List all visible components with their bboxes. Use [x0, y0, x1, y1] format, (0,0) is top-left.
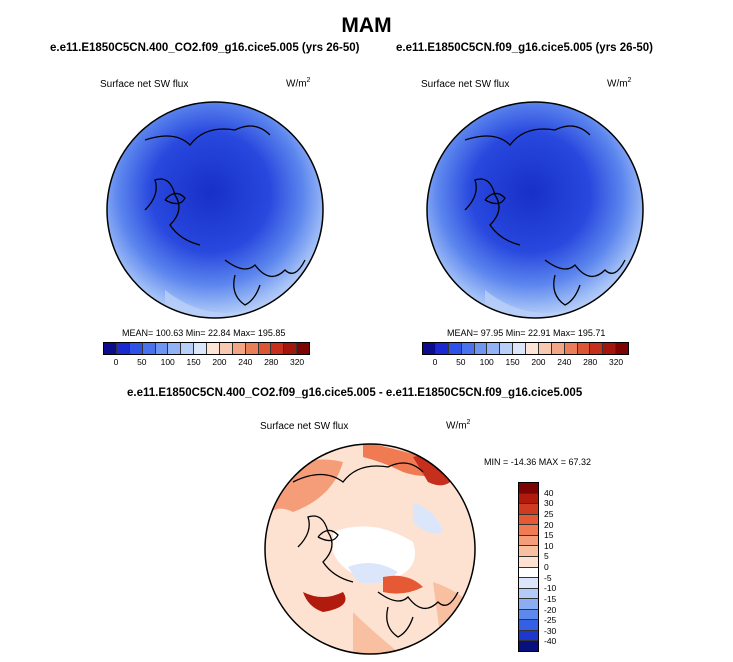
panel-2-stats: MEAN= 97.95 Min= 22.91 Max= 195.71 [447, 328, 606, 338]
colorbar-tick-label: -30 [544, 625, 557, 636]
colorbar-swatch [284, 343, 298, 354]
colorbar-swatch [181, 343, 195, 354]
colorbar-swatch [603, 343, 617, 354]
colorbar-tick-label: 100 [479, 357, 494, 367]
colorbar-tick-label: 280 [583, 357, 598, 367]
colorbar-swatch [168, 343, 182, 354]
colorbar-swatch [519, 493, 538, 505]
colorbar-swatch [519, 567, 538, 579]
colorbar-swatch [297, 343, 309, 354]
colorbar-tick-label: 10 [544, 540, 554, 551]
colorbar-swatch [519, 556, 538, 568]
colorbar-tick-label: -20 [544, 604, 557, 615]
colorbar-swatch [104, 343, 117, 354]
colorbar-swatch [519, 525, 538, 536]
colorbar-swatch [500, 343, 514, 354]
panel-2-colorbar [422, 342, 629, 355]
colorbar-swatch [448, 343, 462, 354]
colorbar-swatch [232, 343, 246, 354]
colorbar-tick-label: -10 [544, 583, 557, 594]
colorbar-tick-label: 240 [557, 357, 572, 367]
panel-2-polar-map [426, 101, 644, 319]
colorbar-tick-label: 280 [264, 357, 279, 367]
colorbar-swatch [435, 343, 449, 354]
panel-1-case-title: e.e11.E1850C5CN.400_CO2.f09_g16.cice5.00… [50, 42, 360, 54]
colorbar-tick-label: 30 [544, 498, 554, 509]
colorbar-swatch [423, 343, 436, 354]
colorbar-swatch [519, 483, 538, 494]
colorbar-swatch [519, 504, 538, 515]
diff-stats: MIN = -14.36 MAX = 67.32 [484, 457, 592, 467]
colorbar-tick-label: 5 [544, 551, 549, 562]
colorbar-tick-label: 320 [608, 357, 624, 367]
colorbar-tick-label: 320 [289, 357, 305, 367]
colorbar-swatch [258, 343, 272, 354]
colorbar-tick-label: 40 [544, 487, 554, 498]
colorbar-tick-label: 100 [160, 357, 175, 367]
colorbar-swatch [519, 609, 538, 621]
diff-colorbar [518, 482, 539, 652]
colorbar-swatch [219, 343, 233, 354]
colorbar-swatch [590, 343, 604, 354]
panel-1-units-label: W/m2 [286, 77, 311, 90]
colorbar-tick-label: 0 [544, 562, 549, 572]
colorbar-tick-label: 200 [531, 357, 546, 367]
panel-2-variable-label: Surface net SW flux [421, 79, 510, 90]
colorbar-swatch [519, 620, 538, 631]
colorbar-swatch [461, 343, 475, 354]
colorbar-tick-label: 240 [238, 357, 253, 367]
colorbar-swatch [487, 343, 501, 354]
diff-case-title: e.e11.E1850C5CN.400_CO2.f09_g16.cice5.00… [127, 387, 583, 399]
colorbar-swatch [129, 343, 143, 354]
colorbar-tick-label: -15 [544, 593, 557, 604]
panel-2-units-label: W/m2 [607, 77, 632, 90]
diff-units-label: W/m2 [446, 419, 471, 432]
diff-variable-label: Surface net SW flux [260, 421, 349, 432]
colorbar-swatch [194, 343, 207, 354]
colorbar-tick-label: -5 [544, 572, 552, 583]
colorbar-tick-label: 15 [544, 530, 554, 541]
colorbar-tick-label: -40 [544, 636, 557, 647]
colorbar-swatch [519, 514, 538, 526]
colorbar-tick-label: 200 [212, 357, 227, 367]
colorbar-swatch [519, 546, 538, 557]
diff-polar-map [264, 443, 476, 655]
colorbar-swatch [564, 343, 578, 354]
colorbar-swatch [616, 343, 628, 354]
colorbar-swatch [474, 343, 488, 354]
colorbar-tick-label: 20 [544, 519, 554, 530]
colorbar-tick-label: 25 [544, 508, 554, 519]
colorbar-swatch [519, 599, 538, 610]
panel-1-stats: MEAN= 100.63 Min= 22.84 Max= 195.85 [122, 328, 286, 338]
colorbar-swatch [116, 343, 130, 354]
colorbar-swatch [519, 588, 538, 600]
panel-1-variable-label: Surface net SW flux [100, 79, 189, 90]
colorbar-swatch [538, 343, 552, 354]
colorbar-tick-label: 0 [432, 357, 438, 367]
figure-title: MAM [341, 14, 392, 37]
panel-2-case-title: e.e11.E1850C5CN.f09_g16.cice5.005 (yrs 2… [396, 42, 654, 54]
panel-1-polar-map [106, 101, 324, 319]
colorbar-swatch [519, 641, 538, 651]
panel-1-colorbar [103, 342, 310, 355]
colorbar-swatch [245, 343, 259, 354]
colorbar-swatch [519, 535, 538, 547]
colorbar-swatch [207, 343, 220, 354]
colorbar-tick-label: -25 [544, 615, 557, 626]
colorbar-swatch [577, 343, 591, 354]
colorbar-tick-label: 0 [113, 357, 119, 367]
colorbar-swatch [155, 343, 169, 354]
colorbar-swatch [519, 578, 538, 589]
colorbar-swatch [526, 343, 539, 354]
colorbar-swatch [513, 343, 526, 354]
colorbar-tick-label: 150 [186, 357, 201, 367]
colorbar-tick-label: 150 [505, 357, 520, 367]
colorbar-swatch [142, 343, 156, 354]
colorbar-swatch [519, 630, 538, 642]
colorbar-swatch [271, 343, 285, 354]
colorbar-tick-label: 50 [456, 357, 466, 367]
colorbar-swatch [551, 343, 565, 354]
colorbar-tick-label: 50 [137, 357, 147, 367]
